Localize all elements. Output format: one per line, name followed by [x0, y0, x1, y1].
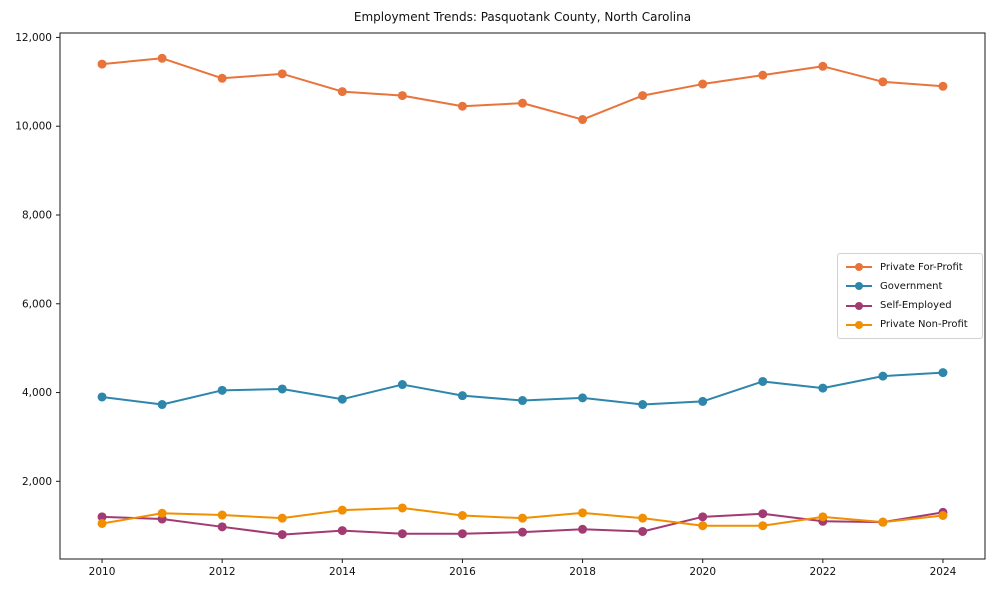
x-tick-label: 2022 [809, 566, 836, 578]
x-tick-label: 2020 [689, 566, 716, 578]
data-point [157, 508, 167, 518]
data-point [457, 101, 467, 111]
data-point [698, 79, 708, 89]
y-tick-label: 4,000 [22, 387, 52, 399]
data-point [97, 512, 107, 522]
series-line-private-for-profit [101, 57, 944, 121]
legend-item: Self-Employed [846, 297, 974, 315]
data-point [758, 376, 768, 386]
legend-label: Private For-Profit [880, 261, 963, 273]
data-point [638, 91, 648, 101]
legend-label: Self-Employed [880, 300, 952, 312]
data-point [578, 115, 588, 125]
data-point [518, 513, 527, 523]
legend-marker-icon [846, 301, 872, 311]
data-point [578, 393, 588, 403]
legend-label: Government [880, 280, 943, 292]
data-point [97, 392, 107, 402]
data-point [638, 526, 648, 536]
data-point [518, 98, 527, 108]
legend-item: Private For-Profit [846, 258, 974, 276]
data-point [457, 391, 467, 401]
data-point [938, 510, 948, 520]
data-point [337, 505, 347, 515]
data-point [157, 53, 167, 63]
data-point [818, 512, 828, 522]
x-tick-label: 2016 [449, 566, 476, 578]
data-point [217, 510, 227, 520]
data-point [337, 87, 347, 97]
data-point [97, 518, 107, 528]
data-point [878, 77, 888, 87]
data-point [518, 527, 527, 537]
data-point [157, 400, 167, 410]
data-point [217, 73, 227, 83]
legend-marker-icon [846, 262, 872, 272]
data-point [217, 522, 227, 532]
data-point [277, 384, 287, 394]
data-point [457, 529, 467, 539]
x-tick-label: 2014 [329, 566, 356, 578]
y-tick-label: 8,000 [22, 209, 52, 221]
data-point [578, 508, 588, 518]
data-point [337, 526, 347, 536]
data-point [337, 394, 347, 404]
axes-frame [59, 32, 986, 560]
data-point [518, 396, 527, 406]
data-point [397, 380, 407, 390]
data-point [758, 70, 768, 80]
data-point [938, 368, 948, 378]
data-point [97, 59, 107, 69]
legend-item: Government [846, 277, 974, 295]
x-tick-label: 2012 [209, 566, 236, 578]
y-tick-label: 6,000 [22, 298, 52, 310]
legend-marker-icon [846, 281, 872, 291]
y-tick-label: 12,000 [15, 32, 52, 44]
x-tick-label: 2010 [89, 566, 116, 578]
y-tick-label: 2,000 [22, 476, 52, 488]
data-point [397, 529, 407, 539]
legend-label: Private Non-Profit [880, 319, 968, 331]
data-point [397, 503, 407, 513]
data-point [878, 371, 888, 381]
data-point [277, 513, 287, 523]
data-point [698, 396, 708, 406]
data-point [277, 69, 287, 79]
x-tick-label: 2018 [569, 566, 596, 578]
legend-item: Private Non-Profit [846, 316, 974, 334]
data-point [698, 521, 708, 531]
data-point [758, 521, 768, 531]
data-point [818, 383, 828, 393]
data-point [758, 509, 768, 519]
legend-marker-icon [846, 320, 872, 330]
data-point [397, 91, 407, 101]
data-point [878, 517, 888, 527]
data-point [638, 400, 648, 410]
data-point [938, 81, 948, 91]
data-point [457, 510, 467, 520]
legend: Private For-Profit Government Self-Employe… [837, 253, 983, 339]
data-point [818, 61, 828, 71]
data-point [277, 530, 287, 540]
x-tick-label: 2024 [930, 566, 957, 578]
data-point [638, 513, 648, 523]
y-tick-label: 10,000 [15, 121, 52, 133]
chart-title: Employment Trends: Pasquotank County, No… [353, 10, 692, 24]
data-point [217, 385, 227, 395]
data-point [698, 512, 708, 522]
data-point [578, 524, 588, 534]
